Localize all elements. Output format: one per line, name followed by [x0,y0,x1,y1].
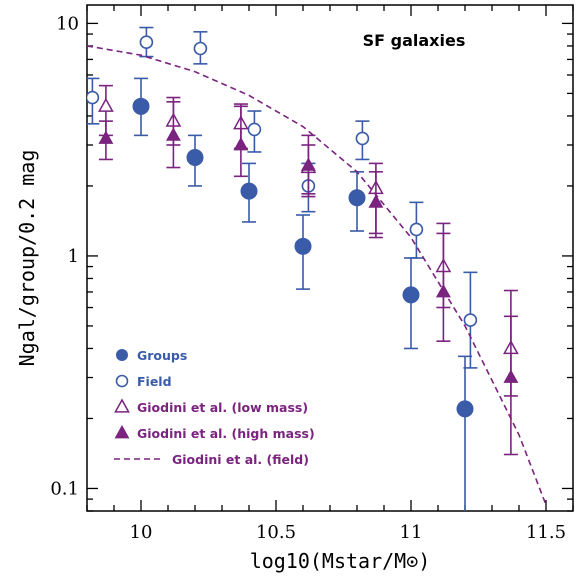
y-axis-label: Ngal/group/0.2 mag [15,150,39,367]
data-point-giodini-et-al-high-mass [368,194,384,208]
legend-marker-groups [116,349,128,361]
series-line-giodini-et-al-field [87,45,547,506]
x-tick-label: 10.5 [256,522,296,543]
chart-title: SF galaxies [363,31,466,50]
x-tick-label: 11 [400,522,423,543]
data-point-giodini-et-al-high-mass [233,136,249,151]
data-point-groups [456,400,474,418]
x-tick-label: 11.5 [526,522,566,543]
data-point-field [247,122,262,137]
data-point-giodini-et-al-high-mass [98,130,114,144]
data-point-field [87,90,100,105]
data-point-groups [132,97,150,115]
data-point-groups [348,189,366,207]
data-point-field [193,41,208,56]
legend-label-giodini-et-al-high-mass: Giodini et al. (high mass) [137,426,315,441]
data-point-field [139,35,154,50]
data-point-groups [294,237,312,255]
x-tick-label: 10 [130,522,153,543]
legend-label-giodini-et-al-low-mass: Giodini et al. (low mass) [137,400,308,415]
legend-marker-giodini-et-al-high-mass [114,424,130,439]
legend-label-field: Field [137,374,172,389]
legend-label-groups: Groups [137,348,187,363]
y-tick-label: 0.1 [50,478,79,499]
x-axis-label: log10(Mstar/M⊙) [250,549,431,573]
data-point-groups [240,182,258,200]
data-layer [87,26,547,511]
y-tick-label: 1 [68,246,79,267]
data-point-field [355,131,370,146]
data-point-field [409,222,424,237]
data-point-giodini-et-al-high-mass [503,369,519,383]
y-tick-label: 10 [56,13,79,34]
data-point-giodini-et-al-low-mass [98,97,114,112]
legend-marker-giodini-et-al-low-mass [114,398,130,413]
legend-marker-field [115,374,129,388]
legend-label-giodini-et-al-field: Giodini et al. (field) [172,452,309,467]
data-point-field [463,313,478,327]
data-point-giodini-et-al-high-mass [165,127,181,141]
data-point-groups [402,286,420,304]
data-point-giodini-et-al-high-mass [300,157,316,171]
legend: Groups Field Giodini et al. (low mass) Giod… [114,348,315,467]
data-point-groups [186,149,204,167]
